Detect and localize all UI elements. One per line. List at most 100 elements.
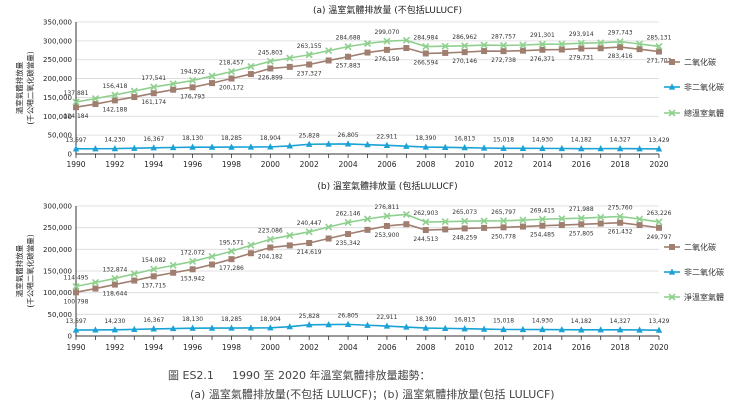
- legend-item-nonco2: 非二氧化碳: [664, 82, 724, 92]
- x-tick-label: 1998: [222, 160, 241, 169]
- data-point-co2: [131, 94, 138, 101]
- data-point-nonco2: [558, 144, 566, 152]
- data-point-co2: [364, 49, 371, 56]
- data-point-total: [461, 42, 469, 50]
- x-tick-label: 2010: [455, 160, 474, 169]
- data-point-nonco2: [344, 140, 352, 147]
- data-point-co2: [500, 224, 507, 231]
- data-point-co2: [150, 90, 157, 97]
- data-point-total: [247, 62, 255, 71]
- data-label-nonco2: 18,390: [415, 316, 436, 323]
- data-point-total: [72, 98, 80, 106]
- data-label-total: 284,688: [336, 35, 361, 42]
- data-point-nonco2: [131, 144, 138, 151]
- data-label-co2: 161,174: [141, 99, 166, 106]
- data-point-total: [519, 41, 527, 49]
- data-point-total: [441, 218, 449, 226]
- data-label-co2: 226,899: [258, 74, 283, 81]
- data-label-total: 156,418: [102, 83, 127, 90]
- data-point-co2: [267, 244, 274, 251]
- data-label-total: 154,082: [141, 257, 166, 264]
- data-point-total: [616, 212, 624, 221]
- x-tick-label: 1992: [105, 160, 124, 169]
- data-point-co2: [656, 48, 662, 55]
- x-tick-label: 2000: [261, 160, 280, 169]
- data-point-co2: [325, 57, 332, 64]
- data-label-total: 218,457: [219, 60, 244, 67]
- data-point-nonco2: [344, 320, 352, 327]
- x-tick-label: 1992: [105, 343, 124, 352]
- legend-marker: [669, 244, 675, 250]
- data-label-co2: 250,778: [491, 233, 516, 240]
- x-tick-label: 2010: [455, 343, 474, 352]
- caption-label: 圖 ES2.1: [168, 369, 214, 382]
- data-point-nonco2: [597, 145, 604, 152]
- data-point-co2: [656, 224, 662, 231]
- data-point-nonco2: [616, 326, 624, 333]
- data-label-nonco2: 18,390: [415, 135, 436, 142]
- data-label-total: 299,070: [375, 29, 400, 36]
- data-label-total: 271,988: [569, 206, 594, 213]
- data-label-co2: 237,327: [297, 70, 322, 77]
- data-point-total: [286, 231, 294, 240]
- data-point-total: [305, 51, 313, 59]
- data-point-co2: [325, 235, 332, 242]
- data-label-co2: 153,942: [180, 275, 205, 282]
- data-point-co2: [247, 250, 254, 257]
- data-point-nonco2: [267, 324, 274, 331]
- data-point-total: [91, 278, 99, 287]
- data-point-total: [111, 274, 119, 282]
- y-tick-label: 250,000: [43, 56, 72, 64]
- data-label-total: 297,743: [608, 30, 633, 37]
- x-tick-label: 1994: [144, 160, 163, 169]
- data-point-total: [72, 282, 80, 290]
- data-point-co2: [73, 104, 79, 111]
- chart-b: (b) 溫室氣體排放量 (包括LULUCF) 溫室氣體排放量 (千公噸二氧化碳當量)…: [14, 180, 724, 352]
- data-point-co2: [170, 86, 177, 93]
- data-point-nonco2: [578, 145, 585, 152]
- data-point-co2: [578, 45, 585, 52]
- data-point-total: [577, 214, 585, 222]
- x-tick-label: 2000: [261, 343, 280, 352]
- data-label-co2: 257,805: [569, 230, 594, 237]
- data-label-nonco2: 15,018: [493, 136, 514, 143]
- data-point-nonco2: [422, 324, 429, 331]
- data-point-co2: [578, 221, 585, 228]
- data-point-total: [286, 54, 294, 62]
- y-tick-label: 150,000: [43, 94, 72, 102]
- data-point-co2: [189, 84, 196, 91]
- x-tick-label: 2006: [377, 160, 396, 169]
- data-point-total: [111, 91, 119, 99]
- data-point-co2: [345, 231, 352, 238]
- data-point-nonco2: [616, 144, 624, 152]
- data-point-co2: [209, 261, 216, 268]
- series-total: [72, 36, 663, 106]
- data-point-nonco2: [636, 145, 643, 152]
- legend-item-nonco2: 非二氧化碳: [664, 267, 724, 277]
- legend-label: 總溫室氣體: [684, 108, 724, 118]
- data-point-total: [422, 42, 430, 51]
- data-label-total: 284,984: [413, 35, 438, 42]
- data-point-co2: [111, 281, 118, 288]
- data-point-total: [325, 223, 333, 231]
- data-label-total: 177,541: [141, 75, 166, 82]
- legend-marker: [668, 83, 676, 90]
- x-tick-label: 2012: [494, 160, 513, 169]
- data-point-nonco2: [306, 321, 313, 328]
- y-tick-label: 300,000: [43, 37, 72, 45]
- data-label-nonco2: 14,327: [610, 318, 631, 325]
- data-point-total: [597, 39, 605, 47]
- data-point-co2: [92, 101, 99, 108]
- data-label-nonco2: 18,285: [221, 135, 242, 142]
- data-label-total: 276,811: [375, 204, 400, 211]
- data-point-nonco2: [92, 145, 99, 152]
- data-point-nonco2: [403, 323, 410, 330]
- data-label-nonco2: 13,697: [66, 137, 87, 144]
- y-tick-label: 100,000: [43, 289, 72, 297]
- x-tick-label: 2002: [300, 343, 319, 352]
- data-label-co2: 279,731: [569, 55, 594, 62]
- chart-a: (a) 溫室氣體排放量 (不包括LULUCF) 溫室氣體排放量 (千公噸二氧化碳當量…: [14, 4, 724, 169]
- y-axis-label: 溫室氣體排放量: [14, 244, 24, 297]
- data-point-total: [130, 87, 138, 95]
- data-point-co2: [306, 61, 313, 68]
